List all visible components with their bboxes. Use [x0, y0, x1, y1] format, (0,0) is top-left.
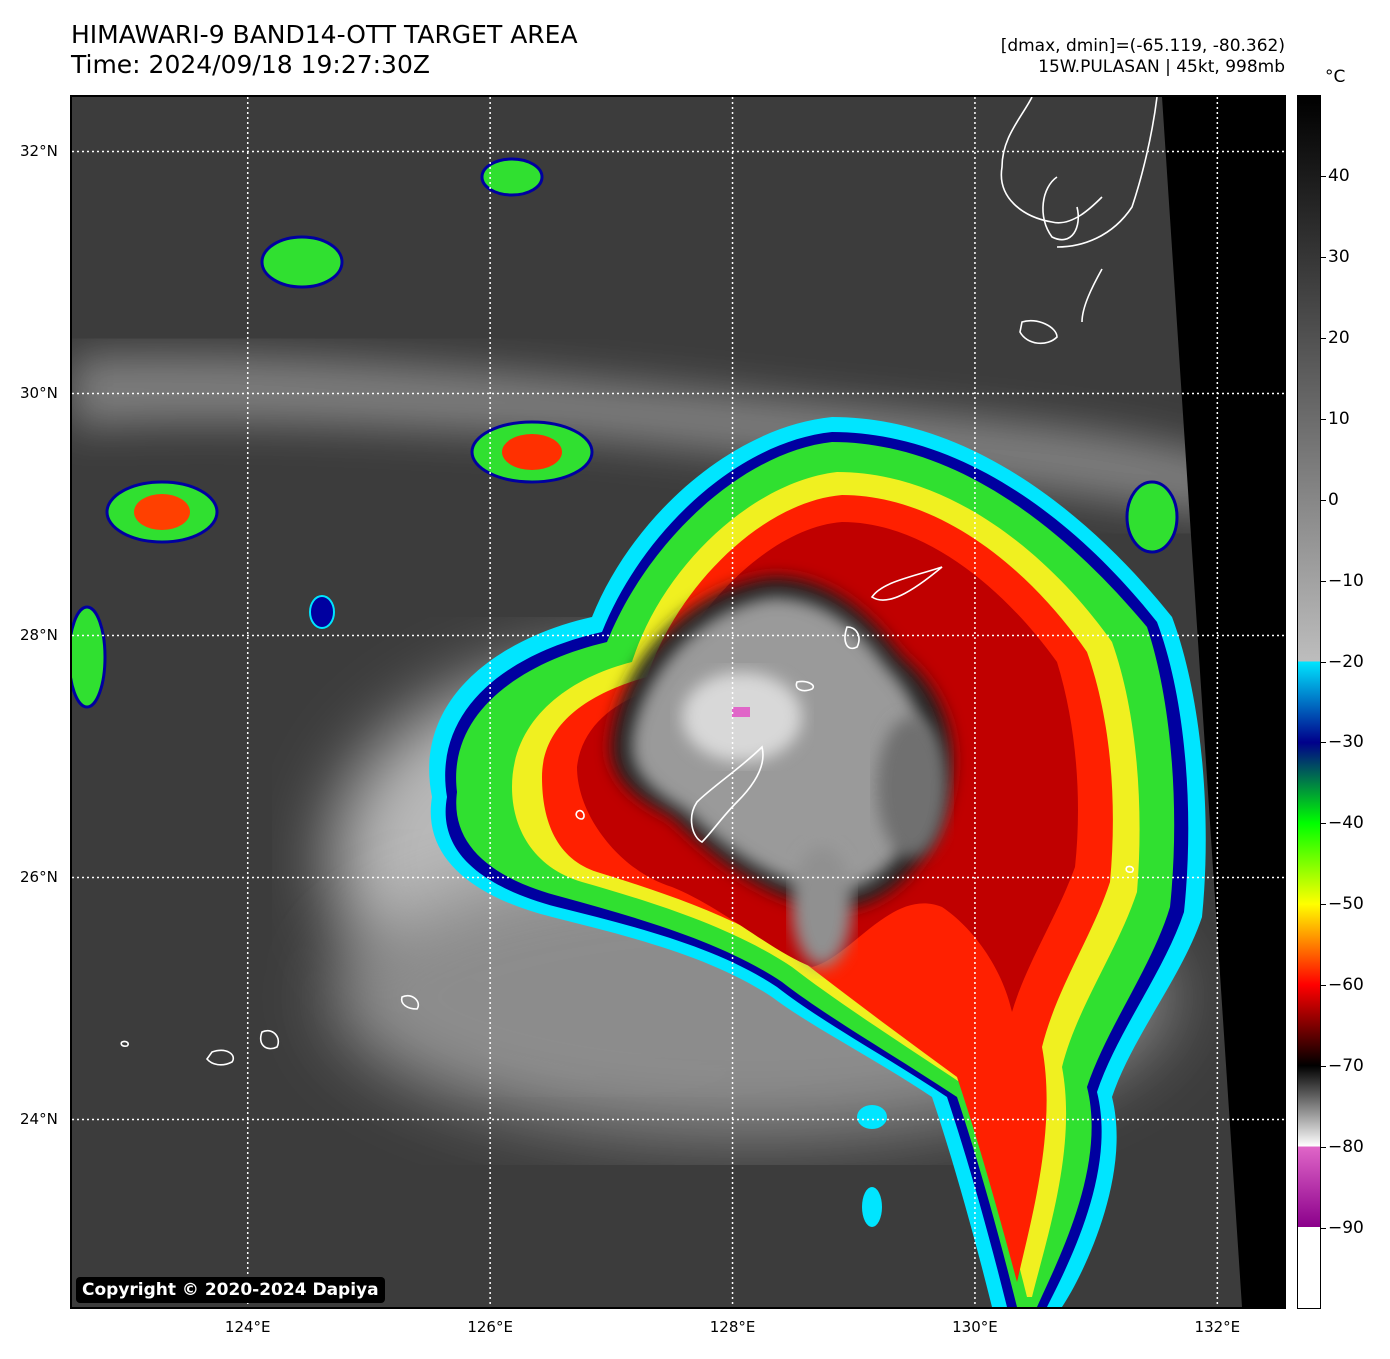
- lon-tick-label: 124°E: [224, 1318, 271, 1336]
- colorbar-tick-label: −80: [1328, 1137, 1364, 1158]
- colorbar-tick-label: 20: [1328, 327, 1350, 348]
- colorbar-tick-mark: [1321, 1147, 1326, 1149]
- kume-island: [575, 809, 585, 820]
- storm-info: [dmax, dmin]=(-65.119, -80.362) 15W.PULA…: [1001, 36, 1285, 78]
- kyushu-coast: [1000, 97, 1103, 224]
- tanegashima: [1081, 268, 1103, 323]
- colorbar-tick-label: −90: [1328, 1218, 1364, 1239]
- copyright-label: Copyright © 2020-2024 Dapiya: [76, 1277, 385, 1303]
- iriomote-island: [259, 1029, 280, 1050]
- cell-w-2: [309, 595, 335, 629]
- lat-tick-label: 24°N: [20, 1110, 58, 1129]
- colorbar-tick-mark: [1321, 823, 1326, 825]
- kyushu-east-coast: [1056, 97, 1158, 248]
- colorbar-tick-label: −30: [1328, 732, 1364, 753]
- colorbar-unit: °C: [1325, 67, 1346, 87]
- colorbar-tick-label: 30: [1328, 246, 1350, 267]
- cell-s-2: [862, 1187, 882, 1227]
- coastlines: [120, 97, 1158, 1066]
- colorbar-tick-mark: [1321, 580, 1326, 582]
- colorbar-tick-mark: [1321, 175, 1326, 177]
- lat-tick-label: 30°N: [20, 384, 58, 403]
- satellite-map: Copyright © 2020-2024 Dapiya: [70, 95, 1286, 1309]
- amami-oshima: [870, 566, 943, 601]
- title-line-2: Time: 2024/09/18 19:27:30Z: [71, 50, 430, 79]
- colorbar-tick-mark: [1321, 904, 1326, 906]
- tokunoshima: [844, 626, 860, 649]
- core-grey-east: [877, 717, 947, 857]
- cell-e-1: [1125, 480, 1179, 554]
- scattered-convection: [72, 157, 1179, 1227]
- coldest-pixels: [732, 707, 750, 717]
- temperature-colorbar: [1297, 95, 1321, 1309]
- colorbar-tick-label: 10: [1328, 408, 1350, 429]
- colorbar-tick-label: 40: [1328, 165, 1350, 186]
- cell-n-1: [480, 157, 544, 197]
- cell-w-1-core: [134, 494, 190, 530]
- daito-island: [1125, 865, 1134, 873]
- lon-tick-label: 132°E: [1194, 1318, 1241, 1336]
- colorbar-tick-label: −10: [1328, 570, 1364, 591]
- yonaguni-island: [120, 1040, 129, 1047]
- lat-tick-label: 28°N: [20, 626, 58, 645]
- colorbar-tick-mark: [1321, 1228, 1326, 1230]
- cell-s-1: [857, 1105, 887, 1129]
- storm-intensity: 15W.PULASAN | 45kt, 998mb: [1038, 57, 1285, 77]
- colorbar-tick-label: −60: [1328, 975, 1364, 996]
- osumi-peninsula: [1042, 176, 1079, 241]
- colorbar-tick-mark: [1321, 337, 1326, 339]
- core-grey-south: [792, 847, 852, 967]
- lat-tick-label: 26°N: [20, 868, 58, 887]
- no-data-region: [1130, 97, 1284, 1307]
- colorbar-tick-label: −20: [1328, 651, 1364, 672]
- colorbar-tick-mark: [1321, 1066, 1326, 1068]
- satellite-imagery: [72, 97, 1284, 1307]
- colorbar-tick-label: −70: [1328, 1056, 1364, 1077]
- colorbar-tick-mark: [1321, 742, 1326, 744]
- colorbar-tick-mark: [1321, 418, 1326, 420]
- lon-tick-label: 128°E: [709, 1318, 756, 1336]
- colorbar-tick-label: −50: [1328, 894, 1364, 915]
- colorbar-tick-label: 0: [1328, 489, 1339, 510]
- colorbar-tick-mark: [1321, 499, 1326, 501]
- temperature-range: [dmax, dmin]=(-65.119, -80.362): [1000, 36, 1285, 56]
- okinoerabu: [795, 680, 815, 692]
- cirrus-band: [72, 355, 1222, 517]
- colorbar-tick-mark: [1321, 256, 1326, 258]
- colorbar-tick-mark: [1321, 661, 1326, 663]
- lat-lon-grid: [72, 97, 1284, 1307]
- title-line-1: HIMAWARI-9 BAND14-OTT TARGET AREA: [71, 20, 578, 49]
- cell-band-1-core: [502, 434, 562, 470]
- ishigaki-island: [205, 1049, 234, 1066]
- colorbar-tick-label: −40: [1328, 813, 1364, 834]
- lon-tick-label: 130°E: [952, 1318, 998, 1336]
- figure-title: HIMAWARI-9 BAND14-OTT TARGET AREA Time: …: [71, 20, 578, 80]
- miyako-island: [400, 994, 420, 1010]
- lat-tick-label: 32°N: [20, 142, 58, 161]
- okinawa-island: [690, 745, 764, 843]
- yakushima: [1019, 319, 1058, 345]
- cell-w-edge: [72, 605, 107, 709]
- cell-nw-1: [260, 235, 344, 289]
- colorbar-tick-mark: [1321, 985, 1326, 987]
- lon-tick-label: 126°E: [467, 1318, 513, 1336]
- storm-core: [611, 577, 952, 967]
